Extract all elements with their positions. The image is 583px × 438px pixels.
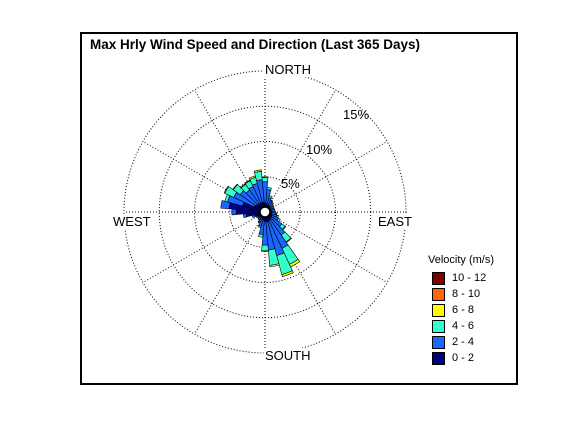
- legend-entry: 2 - 4: [428, 334, 494, 350]
- grid-spoke: [194, 211, 266, 335]
- legend-title: Velocity (m/s): [428, 254, 495, 266]
- wind-petal-280-bin-1: [220, 200, 231, 210]
- grid-ring-10: [194, 141, 336, 283]
- wind-petal-30-bin-2: [269, 199, 274, 203]
- velocity-legend: Velocity (m/s) 10 - 12 8 - 10 6 - 8 4 - …: [428, 254, 494, 366]
- wind-petal-160-bin-3: [281, 270, 294, 278]
- legend-label: 6 - 8: [452, 304, 475, 316]
- polar-grid: [123, 70, 407, 354]
- direction-label-south: SOUTH: [264, 348, 312, 363]
- legend-entry: 10 - 12: [428, 270, 494, 286]
- ring-label-15: 15%: [343, 107, 370, 122]
- wind-petal-220-bin-1: [257, 216, 262, 221]
- legend-label: 4 - 6: [452, 320, 475, 332]
- direction-label-west: WEST: [112, 214, 152, 229]
- wind-petal-0-bin-2: [261, 177, 269, 183]
- grid-spoke: [142, 211, 266, 283]
- wind-petal-10-bin-2: [266, 187, 272, 191]
- wind-petal-180-bin-2: [261, 244, 269, 252]
- legend-label: 10 - 12: [452, 272, 487, 284]
- legend-swatch: [432, 271, 445, 285]
- grid-spoke: [264, 141, 388, 213]
- chart-title: Max Hrly Wind Speed and Direction (Last …: [90, 37, 420, 52]
- ring-label-10: 10%: [306, 142, 333, 157]
- grid-spoke: [264, 89, 336, 213]
- wind-petal-210-bin-2: [257, 220, 261, 224]
- legend-entry: 0 - 2: [428, 350, 494, 366]
- grid-spoke: [194, 89, 266, 213]
- wind-petal-260-bin-1: [242, 213, 247, 219]
- legend-label: 8 - 10: [452, 288, 481, 300]
- legend-entry: 6 - 8: [428, 302, 494, 318]
- calm-center: [259, 206, 271, 218]
- wind-petal-0-bin-3: [261, 176, 269, 178]
- legend-entry: 4 - 6: [428, 318, 494, 334]
- grid-ring-20: [123, 70, 407, 354]
- legend-swatch: [432, 287, 445, 301]
- chart-frame: [80, 32, 518, 385]
- wind-petal-270-bin-1: [231, 208, 237, 216]
- wind-petal-190-bin-2: [258, 233, 264, 238]
- wind-petal-310-bin-3: [232, 183, 239, 191]
- legend-label: 0 - 2: [452, 352, 475, 364]
- wind-petal-40-bin-1: [268, 201, 274, 208]
- ring-label-5: 5%: [281, 176, 300, 191]
- direction-label-north: NORTH: [264, 62, 312, 77]
- legend-label: 2 - 4: [452, 336, 475, 348]
- legend-swatch: [432, 351, 445, 365]
- wind-petal-300-bin-3: [223, 185, 230, 194]
- legend-swatch: [432, 303, 445, 317]
- grid-spoke: [264, 211, 388, 283]
- wind-petal-170-bin-3: [269, 263, 280, 268]
- wind-petal-50-bin-1: [269, 204, 275, 209]
- legend-entry: 8 - 10: [428, 286, 494, 302]
- grid-spoke: [142, 141, 266, 213]
- wind-petal-350-bin-3: [253, 169, 262, 173]
- wind-rose-petals: [220, 169, 301, 278]
- wind-petal-180-bin-3: [261, 250, 269, 252]
- wind-petal-200-bin-2: [257, 225, 262, 229]
- legend-swatch: [432, 335, 445, 349]
- legend-swatch: [432, 319, 445, 333]
- grid-spoke: [264, 211, 336, 335]
- wind-petal-20-bin-2: [268, 195, 273, 199]
- direction-label-east: EAST: [377, 214, 413, 229]
